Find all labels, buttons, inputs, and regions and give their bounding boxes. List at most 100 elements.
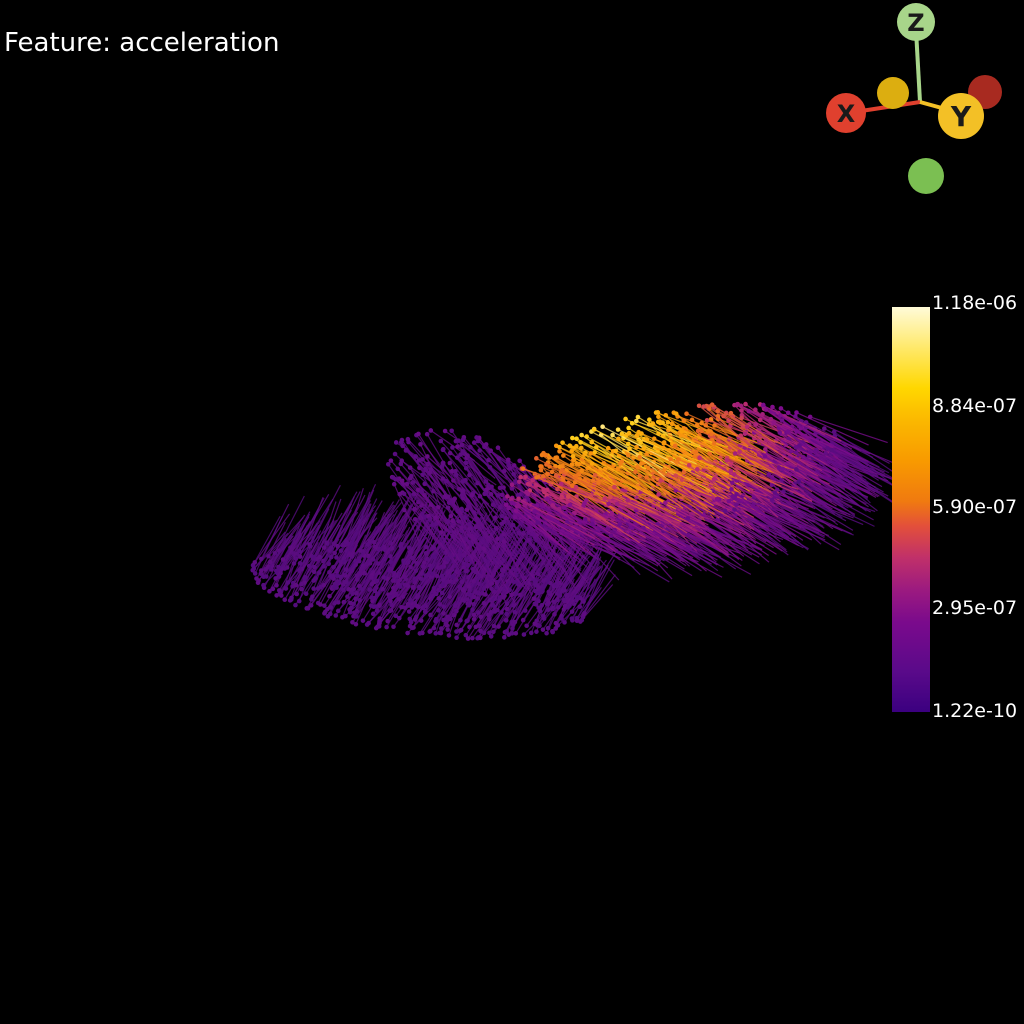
vector-arrow	[395, 478, 437, 521]
point-marker	[328, 573, 333, 579]
vector-arrow	[569, 504, 651, 552]
point-marker	[293, 602, 298, 608]
point-marker	[471, 440, 477, 445]
point-marker	[377, 618, 382, 624]
vector-arrow	[421, 581, 456, 634]
point-marker	[302, 576, 307, 582]
neg-z-axis-knob[interactable]	[908, 158, 944, 194]
vector-arrow	[419, 576, 457, 634]
vector-arrow	[699, 457, 776, 496]
vector-arrow	[410, 475, 441, 516]
point-marker	[261, 582, 266, 588]
point-marker	[453, 469, 458, 474]
point-marker	[536, 590, 541, 596]
point-marker	[464, 557, 469, 562]
point-marker	[505, 457, 511, 463]
point-marker	[310, 594, 315, 599]
vector-arrow	[660, 479, 745, 526]
vector-arrow	[398, 558, 423, 600]
vector-arrow	[449, 452, 497, 486]
vector-arrow	[371, 533, 399, 576]
point-marker	[447, 460, 453, 466]
vector-arrow	[390, 460, 433, 507]
point-marker	[291, 561, 297, 566]
neg-y-axis-knob[interactable]	[877, 77, 909, 109]
vector-arrow	[375, 570, 399, 607]
point-marker	[282, 597, 288, 603]
point-marker	[574, 618, 580, 624]
point-marker	[393, 613, 399, 619]
vector-arrow	[345, 582, 381, 617]
point-marker	[635, 414, 641, 420]
point-marker	[325, 614, 331, 619]
vector-arrow	[758, 489, 802, 529]
point-marker	[375, 591, 381, 597]
vector-arrow	[451, 430, 492, 489]
point-marker	[766, 472, 772, 478]
point-marker	[761, 402, 766, 408]
point-marker	[665, 420, 671, 425]
z-axis-label: Z	[907, 9, 924, 37]
point-marker	[651, 436, 657, 441]
vector-arrow	[687, 517, 760, 565]
point-marker	[333, 584, 338, 590]
vector-arrow	[390, 551, 427, 611]
point-marker	[428, 628, 433, 634]
point-marker	[695, 428, 701, 434]
point-marker	[562, 620, 567, 625]
point-marker	[623, 416, 628, 422]
point-marker	[453, 472, 459, 478]
vector-arrow	[473, 442, 516, 486]
point-marker	[731, 472, 737, 477]
point-marker	[734, 491, 739, 497]
point-marker	[385, 461, 391, 467]
point-marker	[460, 587, 466, 593]
point-marker	[569, 616, 575, 621]
vector-arrow	[827, 447, 879, 481]
vector-arrow	[454, 470, 499, 516]
vector-arrow	[471, 595, 503, 639]
point-marker	[499, 513, 505, 519]
vector-arrow	[355, 534, 393, 594]
point-marker	[785, 429, 791, 434]
vector-arrow	[614, 486, 688, 534]
point-marker	[322, 603, 327, 608]
vector-arrow	[371, 544, 408, 578]
vector-arrow	[617, 503, 701, 529]
point-marker	[294, 591, 300, 597]
point-marker	[318, 602, 323, 607]
vector-arrow	[566, 565, 601, 598]
point-marker	[636, 429, 641, 435]
point-marker	[536, 584, 541, 590]
vector-arrow	[255, 539, 284, 579]
orientation-axes-widget[interactable]: Z X Y	[800, 0, 1024, 210]
z-axis-knob[interactable]	[897, 3, 935, 41]
point-marker	[369, 595, 374, 600]
point-marker	[581, 611, 587, 617]
point-marker	[612, 484, 617, 490]
point-marker	[520, 466, 526, 472]
vector-arrow	[773, 482, 854, 531]
point-marker	[421, 560, 427, 565]
x-axis-knob[interactable]	[826, 93, 866, 133]
vector-arrow	[435, 576, 456, 634]
vector-arrow	[748, 440, 818, 466]
point-marker	[579, 432, 584, 438]
vector-arrow	[726, 457, 780, 494]
point-marker	[515, 492, 521, 498]
vector-arrow	[377, 504, 413, 564]
vector-arrow	[412, 571, 437, 628]
vector-arrow	[462, 439, 505, 484]
point-marker	[633, 469, 638, 475]
vector-arrow	[293, 524, 320, 564]
point-marker	[332, 600, 337, 606]
point-marker	[513, 631, 519, 636]
point-marker	[523, 474, 528, 480]
vector-arrow	[500, 506, 537, 540]
y-axis-knob[interactable]	[938, 93, 984, 139]
point-marker	[430, 522, 435, 527]
vector-arrow	[411, 555, 440, 608]
vector-arrow	[726, 459, 771, 489]
point-marker	[699, 428, 704, 434]
